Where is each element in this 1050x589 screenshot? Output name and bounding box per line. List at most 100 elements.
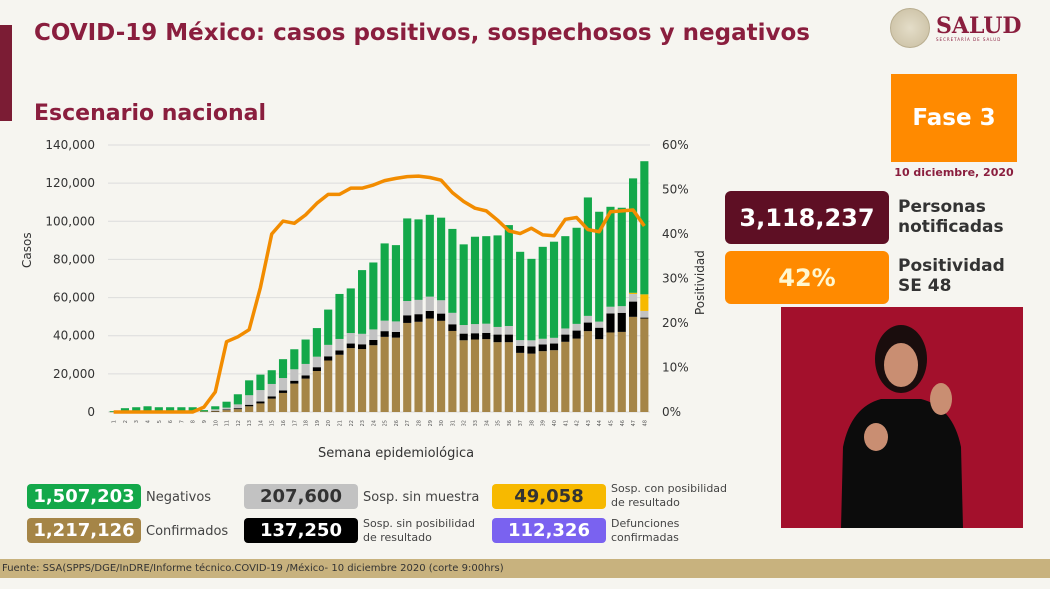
bar-segment xyxy=(391,245,401,322)
bar-segment xyxy=(628,301,638,317)
legend-confirmados-value: 1,217,126 xyxy=(27,518,141,543)
bar-segment xyxy=(369,345,378,412)
bar-segment xyxy=(448,330,457,412)
sign-language-interpreter-video xyxy=(781,307,1023,528)
y-tick-label: 100,000 xyxy=(45,214,95,228)
bar-segment xyxy=(335,338,344,351)
bar-segment xyxy=(290,369,299,381)
x-tick-label: 24 xyxy=(371,420,377,426)
bar-segment xyxy=(459,325,468,334)
bar-segment xyxy=(245,406,254,412)
bar-segment xyxy=(549,337,559,344)
bar-segment xyxy=(606,306,615,314)
salud-logo: SALUD SECRETARÍA DE SALUD xyxy=(890,8,1022,48)
logo-text: SALUD xyxy=(936,12,1022,39)
bar-segment xyxy=(391,321,401,332)
bar-segment xyxy=(391,337,401,412)
logo-subtext: SECRETARÍA DE SALUD xyxy=(936,36,1002,42)
x-tick-label: 48 xyxy=(642,420,648,426)
bar-segment xyxy=(414,321,423,412)
x-tick-label: 39 xyxy=(541,420,547,426)
bar-segment xyxy=(278,359,288,379)
bar-segment xyxy=(346,288,355,334)
bar-segment xyxy=(470,339,480,412)
x-tick-label: 44 xyxy=(597,420,603,426)
bar-segment xyxy=(324,344,333,357)
stacked-bar-chart: 0 20,000 40,000 60,000 80,000 100,000 120,000 1… xyxy=(45,138,689,426)
bar-segment xyxy=(482,236,491,324)
bar-segment xyxy=(290,349,299,370)
y2-tick-label: 30% xyxy=(662,272,689,286)
bar-segment xyxy=(527,353,536,412)
bar-segment xyxy=(459,244,468,326)
bar-segment xyxy=(414,219,423,300)
x-tick-label: 38 xyxy=(529,420,535,426)
x-tick-label: 47 xyxy=(631,420,637,426)
bar-segment xyxy=(459,333,468,341)
bar-segment xyxy=(482,339,491,412)
bar-segment xyxy=(561,334,570,342)
bar-segment xyxy=(233,404,242,409)
bar-segment xyxy=(301,375,310,379)
bar-segment xyxy=(606,332,615,412)
bar-segment xyxy=(346,333,355,344)
bar-segment xyxy=(493,235,502,327)
bar-segment xyxy=(256,390,265,402)
bar-segment xyxy=(335,354,344,412)
bar-segment xyxy=(312,367,321,371)
bar-segment xyxy=(403,322,412,412)
bar-segment xyxy=(380,331,389,337)
bar-segment xyxy=(493,342,502,412)
x-tick-label: 14 xyxy=(258,420,264,426)
bar-segment xyxy=(561,341,570,412)
x-tick-label: 31 xyxy=(450,420,456,426)
bar-segment xyxy=(211,410,220,412)
x-tick-label: 16 xyxy=(281,420,287,426)
bar-segment xyxy=(335,350,344,355)
bar-segment xyxy=(549,241,559,338)
bar-segment xyxy=(301,363,310,376)
x-tick-label: 46 xyxy=(620,420,626,426)
kpi-notified-value: 3,118,237 xyxy=(725,191,889,244)
bar-segment xyxy=(380,336,389,412)
legend-negativos-value: 1,507,203 xyxy=(27,484,141,509)
x-tick-label: 2 xyxy=(123,420,129,423)
bar-segment xyxy=(572,323,581,331)
bar-segment xyxy=(516,352,525,412)
y-tick-label: 20,000 xyxy=(53,367,95,381)
bar-segment xyxy=(448,312,457,325)
bar-segment xyxy=(290,383,299,412)
bar-segment xyxy=(470,333,480,340)
bar-segment xyxy=(459,340,468,412)
x-tick-label: 29 xyxy=(428,420,434,426)
bar-segment xyxy=(211,411,220,412)
x-tick-label: 25 xyxy=(383,420,389,426)
bar-segment xyxy=(538,351,547,412)
bar-segment xyxy=(233,408,242,410)
bar-segment xyxy=(357,270,367,334)
bar-segment xyxy=(414,299,423,315)
legend-defunciones-value: 112,326 xyxy=(492,518,606,543)
x-tick-label: 32 xyxy=(462,420,468,426)
legend-label-line: de resultado xyxy=(611,496,680,509)
bar-segment xyxy=(640,161,649,295)
bar-segment xyxy=(109,411,118,412)
kpi-positivity-label: Positividad SE 48 xyxy=(898,256,1005,296)
legend-sin-muestra-value: 207,600 xyxy=(244,484,358,509)
bar-segment xyxy=(199,411,209,412)
bar-segment xyxy=(538,338,547,345)
legend-label-line: de resultado xyxy=(363,531,432,544)
bar-segment xyxy=(617,331,626,412)
bar-segment xyxy=(211,406,220,410)
y2-tick-label: 10% xyxy=(662,361,689,375)
bar-segment xyxy=(437,320,446,412)
x-tick-label: 27 xyxy=(405,420,411,426)
bar-segment xyxy=(403,301,412,316)
x-tick-label: 10 xyxy=(213,420,219,426)
bar-segment xyxy=(527,346,536,354)
bar-segment xyxy=(504,325,513,335)
y-tick-label: 0 xyxy=(87,405,95,419)
x-tick-label: 42 xyxy=(575,420,581,426)
bar-segment xyxy=(425,214,434,297)
bar-segment xyxy=(470,324,480,334)
